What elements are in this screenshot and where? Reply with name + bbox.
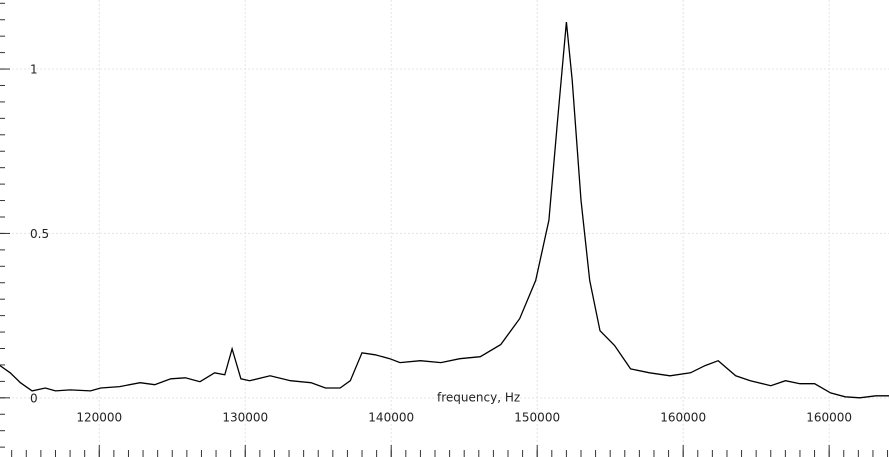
y-tick-label: 0	[30, 391, 38, 405]
x-tick-label: 140000	[368, 411, 414, 425]
x-tick-label: 160000	[806, 411, 852, 425]
x-tick-label: 130000	[222, 411, 268, 425]
x-axis-label: frequency, Hz	[437, 391, 520, 405]
x-tick-label: 120000	[76, 411, 122, 425]
x-tick-label: 150000	[514, 411, 560, 425]
y-tick-label: 1	[30, 63, 38, 77]
y-tick-label: 0.5	[30, 227, 49, 241]
x-tick-label: 160000	[660, 411, 706, 425]
line-series	[0, 21, 889, 399]
